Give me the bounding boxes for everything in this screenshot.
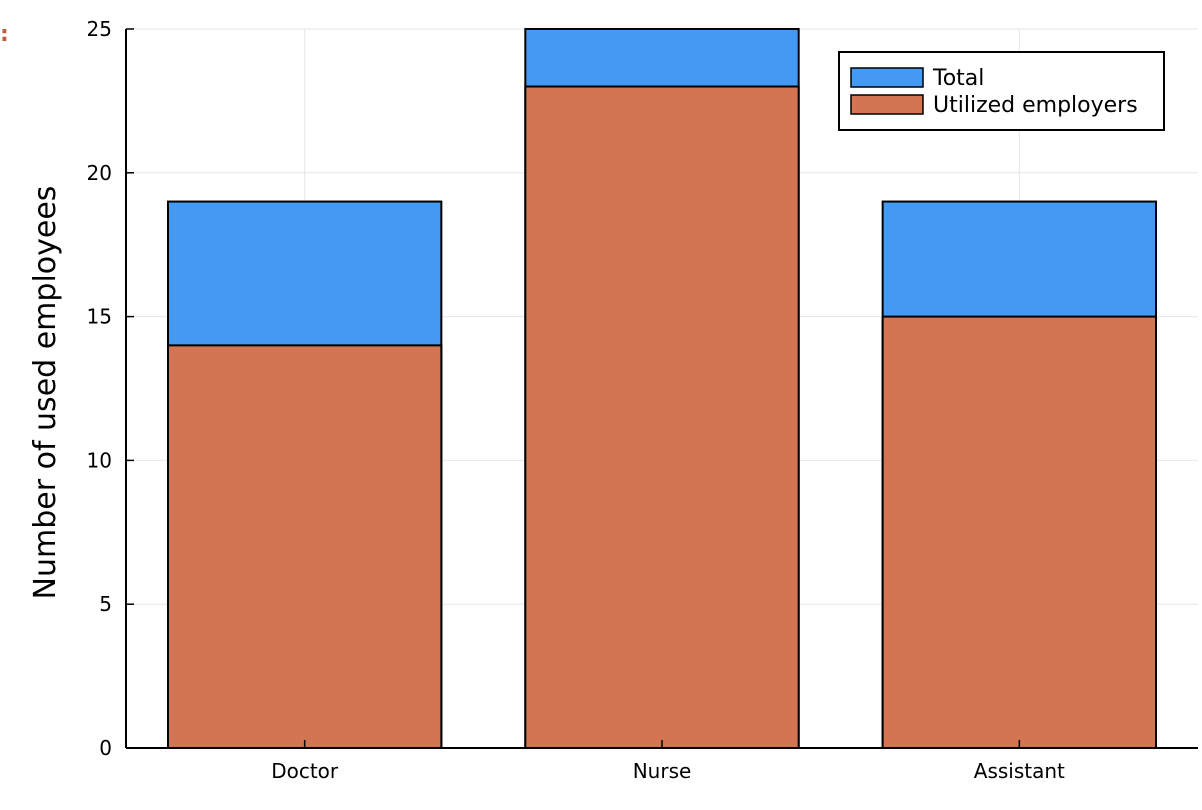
axes	[125, 28, 1198, 749]
bar-utilized-employers-assistant	[881, 315, 1158, 749]
legend-label: Total	[932, 66, 984, 91]
tick-labels: 0 5 10 15 20 25 Doctor Nurse Assistant	[87, 17, 1065, 783]
bar-utilized-employers-nurse	[524, 85, 800, 749]
bars	[166, 28, 1158, 749]
bar-utilized-employers-doctor	[166, 344, 443, 749]
y-tick-label: 0	[99, 736, 112, 760]
y-tick-label: 5	[99, 592, 112, 616]
y-axis-label: Number of used employees	[28, 186, 63, 600]
y-tick-label: 10	[87, 448, 112, 472]
x-tick-label: Doctor	[271, 759, 339, 783]
legend-box	[838, 51, 1165, 131]
y-tick-label: 20	[87, 161, 112, 185]
y-tick-label: 25	[87, 17, 112, 41]
corner-mark: :	[0, 22, 9, 47]
legend-swatch	[850, 67, 924, 88]
legend-label: Utilized employers	[933, 93, 1138, 118]
x-tick-label: Nurse	[633, 759, 692, 783]
x-tick-label: Assistant	[974, 759, 1065, 783]
legend-swatch	[850, 94, 924, 115]
y-tick-label: 15	[87, 305, 112, 329]
